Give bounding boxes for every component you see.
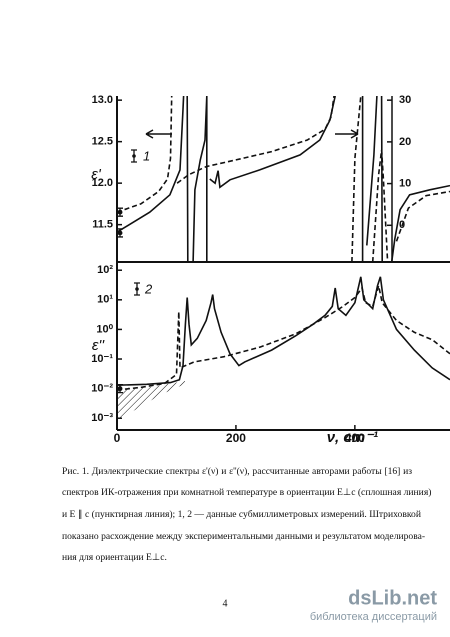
y-tick-label: 10⁻² xyxy=(91,383,113,395)
y-tick-label: 10² xyxy=(97,264,113,276)
watermark-site: dsLib.net xyxy=(348,587,437,609)
y-tick-label: 10⁻¹ xyxy=(91,353,113,365)
x-tick-label: 0 xyxy=(114,431,121,445)
y-tick-label: 10⁻³ xyxy=(91,412,113,424)
marker-symbol xyxy=(132,154,136,158)
caption-line: спектров ИК-отражения при комнатной темп… xyxy=(62,487,432,498)
series-line xyxy=(117,96,450,262)
y2-tick-label: 10 xyxy=(399,177,411,189)
y-tick-label: 12.5 xyxy=(92,136,113,148)
y-tick-label: 11.5 xyxy=(92,219,113,231)
series-line xyxy=(117,276,450,386)
page-number: 4 xyxy=(223,598,228,609)
series-line xyxy=(117,285,450,391)
marker-symbol xyxy=(135,287,139,291)
x-tick-label: 200 xyxy=(226,431,246,445)
y-tick-label: 10¹ xyxy=(97,294,113,306)
arrow-right xyxy=(335,129,359,139)
watermark-subtitle: библиотека диссертаций xyxy=(310,611,437,623)
y-tick-label: 12.0 xyxy=(92,177,113,189)
caption-line: Рис. 1. Диэлектрические спектры ε'(ν) и … xyxy=(62,466,412,477)
x-axis-label: ν, cm⁻¹ xyxy=(327,429,378,446)
data-point xyxy=(117,228,123,238)
hatch-region xyxy=(118,381,185,419)
caption-line: и E ∥ c (пунктирная линия); 1, 2 — данны… xyxy=(62,509,421,520)
caption-line: показано расхождение между экспериментал… xyxy=(62,531,426,542)
data-point xyxy=(117,207,123,217)
x-tick-label: 400 xyxy=(345,431,365,445)
y2-tick-label: 20 xyxy=(399,136,411,148)
y2-tick-label: 30 xyxy=(399,94,411,106)
y-axis-label: ε' xyxy=(91,166,102,183)
y-tick-label: 13.0 xyxy=(92,94,113,106)
arrow-left xyxy=(145,129,172,139)
y-tick-label: 10⁰ xyxy=(96,323,113,335)
caption-line: ния для ориентации E⊥c. xyxy=(62,552,167,563)
series-line xyxy=(117,96,450,262)
y-axis-label: ε'' xyxy=(92,337,105,354)
annotation: 2 xyxy=(144,281,153,296)
data-point xyxy=(117,383,123,394)
annotation: 1 xyxy=(143,148,150,163)
